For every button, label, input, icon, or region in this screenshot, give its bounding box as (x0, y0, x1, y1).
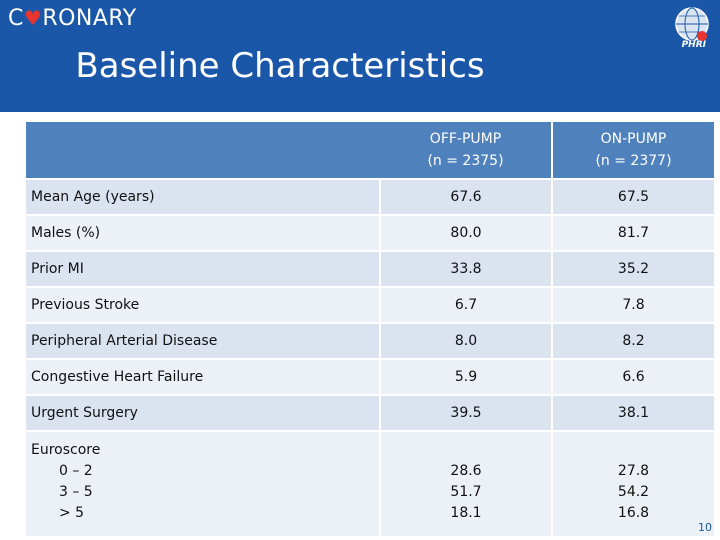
on-pump-value: 67.5 (551, 179, 714, 216)
on-pump-value: 8.2 (551, 323, 714, 360)
on-pump-value: 38.1 (551, 395, 714, 432)
col-header-off-pump: OFF-PUMP (n = 2375) (380, 122, 552, 180)
table-row: Mean Age (years) 67.6 67.5 (26, 179, 714, 216)
globe-icon (675, 7, 709, 41)
euroscore-sub-2: > 5 (59, 505, 85, 521)
on-pump-value: 54.2 (617, 484, 650, 500)
euroscore-label: Euroscore (31, 442, 101, 458)
header-blank-cell (26, 122, 380, 180)
row-label: Males (%) (26, 215, 380, 252)
col-header-on-pump: ON-PUMP (n = 2377) (551, 122, 714, 180)
table-row: Congestive Heart Failure 5.9 6.6 (26, 359, 714, 396)
on-pump-value: 7.8 (551, 287, 714, 324)
org-label: PHRI (681, 40, 706, 50)
table-row: Peripheral Arterial Disease 8.0 8.2 (26, 323, 714, 360)
euroscore-row: Euroscore 0 – 2 3 – 5 > 5 28.6 51.7 18.1… (26, 431, 714, 538)
row-label: Urgent Surgery (26, 395, 380, 432)
col-header-on-pump-title: ON-PUMP (600, 131, 667, 147)
off-pump-value: 5.9 (379, 359, 552, 396)
table-row: Previous Stroke 6.7 7.8 (26, 287, 714, 324)
on-pump-value: 16.8 (617, 505, 650, 521)
row-label: Previous Stroke (26, 287, 380, 324)
off-pump-value: 8.0 (379, 323, 552, 360)
coronary-logo: C♥RONARY (8, 6, 137, 31)
off-pump-value: 6.7 (379, 287, 552, 324)
off-pump-value: 28.6 (450, 463, 482, 479)
euroscore-sub-0: 0 – 2 (59, 463, 93, 479)
col-header-off-pump-n: (n = 2375) (427, 153, 504, 169)
table-header-row: OFF-PUMP (n = 2375) ON-PUMP (n = 2377) (26, 122, 714, 180)
euroscore-sub-1: 3 – 5 (59, 484, 93, 500)
row-label: Mean Age (years) (26, 179, 380, 216)
logo-suffix: RONARY (42, 6, 137, 31)
on-pump-value: 27.8 (617, 463, 650, 479)
col-header-off-pump-title: OFF-PUMP (429, 131, 502, 147)
col-header-on-pump-n: (n = 2377) (595, 153, 672, 169)
heart-icon: ♥ (23, 6, 43, 30)
slide-title: Baseline Characteristics (75, 46, 485, 86)
table-row: Prior MI 33.8 35.2 (26, 251, 714, 288)
off-pump-value: 33.8 (379, 251, 552, 288)
page-number: 10 (698, 521, 712, 534)
off-pump-value: 51.7 (450, 484, 482, 500)
off-pump-value: 67.6 (379, 179, 552, 216)
baseline-table: OFF-PUMP (n = 2375) ON-PUMP (n = 2377) M… (26, 122, 714, 538)
row-label: Peripheral Arterial Disease (26, 323, 380, 360)
off-pump-value: 18.1 (450, 505, 482, 521)
table-row: Males (%) 80.0 81.7 (26, 215, 714, 252)
on-pump-value: 35.2 (551, 251, 714, 288)
row-label: Congestive Heart Failure (26, 359, 380, 396)
euroscore-on-pump-cell: 27.8 54.2 16.8 (551, 431, 714, 538)
on-pump-value: 6.6 (551, 359, 714, 396)
row-label: Prior MI (26, 251, 380, 288)
off-pump-value: 39.5 (379, 395, 552, 432)
slide-header: C♥RONARY Baseline Characteristics PHRI (0, 0, 720, 112)
euroscore-off-pump-cell: 28.6 51.7 18.1 (379, 431, 552, 538)
logo-prefix: C (8, 6, 24, 31)
table-row: Urgent Surgery 39.5 38.1 (26, 395, 714, 432)
euroscore-label-cell: Euroscore 0 – 2 3 – 5 > 5 (26, 431, 380, 538)
on-pump-value: 81.7 (551, 215, 714, 252)
off-pump-value: 80.0 (379, 215, 552, 252)
